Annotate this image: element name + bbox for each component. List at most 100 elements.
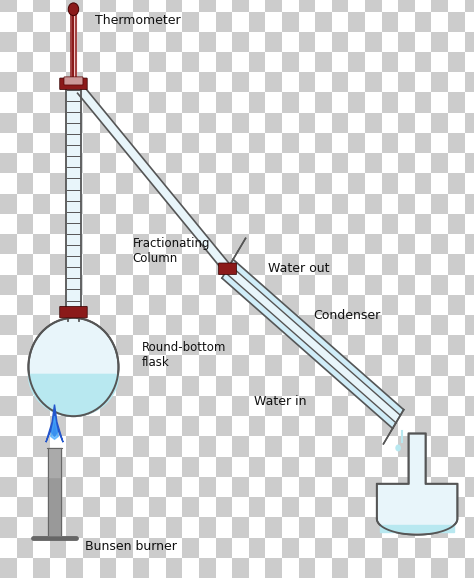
Bar bbox=[398, 538, 415, 558]
Bar bbox=[299, 558, 315, 578]
Bar bbox=[249, 92, 265, 113]
Bar bbox=[431, 558, 448, 578]
Bar bbox=[265, 113, 282, 133]
Bar bbox=[448, 335, 465, 355]
Bar bbox=[199, 558, 216, 578]
Bar bbox=[149, 92, 166, 113]
Bar bbox=[348, 315, 365, 335]
Bar bbox=[398, 113, 415, 133]
Bar bbox=[199, 436, 216, 457]
Bar bbox=[431, 194, 448, 214]
Bar bbox=[199, 133, 216, 153]
Bar bbox=[216, 52, 232, 72]
Bar bbox=[182, 477, 199, 497]
Bar bbox=[348, 376, 365, 396]
Bar bbox=[282, 153, 299, 173]
Bar bbox=[448, 538, 465, 558]
Bar bbox=[249, 72, 265, 92]
Bar bbox=[249, 517, 265, 538]
Bar bbox=[133, 153, 149, 173]
Bar bbox=[232, 72, 249, 92]
Bar bbox=[182, 538, 199, 558]
Bar bbox=[116, 194, 133, 214]
Bar bbox=[315, 517, 332, 538]
Bar bbox=[348, 32, 365, 52]
Bar bbox=[182, 72, 199, 92]
Bar bbox=[465, 234, 474, 254]
Bar bbox=[199, 92, 216, 113]
Bar bbox=[66, 376, 83, 396]
Bar bbox=[50, 538, 66, 558]
Bar bbox=[332, 92, 348, 113]
Bar bbox=[50, 153, 66, 173]
Bar bbox=[182, 295, 199, 315]
Polygon shape bbox=[51, 416, 58, 439]
Bar bbox=[365, 52, 382, 72]
Bar bbox=[66, 538, 83, 558]
Bar bbox=[382, 355, 398, 376]
Text: Thermometer: Thermometer bbox=[95, 14, 181, 27]
FancyBboxPatch shape bbox=[60, 78, 87, 90]
Bar bbox=[33, 173, 50, 194]
Bar bbox=[17, 113, 33, 133]
Bar bbox=[365, 335, 382, 355]
Bar bbox=[182, 436, 199, 457]
Bar bbox=[83, 517, 100, 538]
Bar bbox=[431, 72, 448, 92]
Bar bbox=[382, 295, 398, 315]
Bar bbox=[83, 538, 100, 558]
Bar bbox=[398, 275, 415, 295]
Bar bbox=[365, 12, 382, 32]
Bar bbox=[348, 517, 365, 538]
Bar bbox=[182, 214, 199, 234]
Bar bbox=[133, 194, 149, 214]
Bar bbox=[50, 214, 66, 234]
Bar bbox=[50, 295, 66, 315]
Bar bbox=[133, 173, 149, 194]
Bar bbox=[66, 72, 83, 92]
Bar bbox=[315, 234, 332, 254]
Bar bbox=[265, 153, 282, 173]
Bar bbox=[100, 254, 116, 275]
Bar bbox=[265, 376, 282, 396]
Bar bbox=[116, 295, 133, 315]
Bar bbox=[17, 477, 33, 497]
Bar bbox=[216, 113, 232, 133]
Bar bbox=[17, 194, 33, 214]
Bar bbox=[0, 396, 17, 416]
Bar bbox=[133, 457, 149, 477]
Bar bbox=[365, 477, 382, 497]
Bar bbox=[116, 113, 133, 133]
Bar bbox=[315, 72, 332, 92]
Bar bbox=[398, 173, 415, 194]
Bar bbox=[216, 497, 232, 517]
Bar bbox=[249, 436, 265, 457]
Bar bbox=[282, 275, 299, 295]
Bar bbox=[100, 295, 116, 315]
Bar bbox=[282, 315, 299, 335]
Bar bbox=[17, 457, 33, 477]
Bar bbox=[265, 194, 282, 214]
Bar bbox=[17, 52, 33, 72]
Bar bbox=[0, 538, 17, 558]
Bar bbox=[431, 376, 448, 396]
Bar bbox=[282, 295, 299, 315]
Bar bbox=[448, 416, 465, 436]
Bar bbox=[315, 153, 332, 173]
Bar bbox=[365, 457, 382, 477]
Bar bbox=[216, 538, 232, 558]
Bar bbox=[431, 92, 448, 113]
Bar bbox=[216, 275, 232, 295]
Bar bbox=[232, 335, 249, 355]
Bar bbox=[382, 52, 398, 72]
Bar bbox=[182, 355, 199, 376]
Bar bbox=[166, 214, 182, 234]
Bar bbox=[398, 396, 415, 416]
Polygon shape bbox=[377, 434, 457, 535]
Bar bbox=[332, 517, 348, 538]
Bar bbox=[66, 12, 83, 32]
Bar bbox=[232, 376, 249, 396]
Bar bbox=[33, 52, 50, 72]
Bar bbox=[66, 558, 83, 578]
Bar bbox=[182, 396, 199, 416]
